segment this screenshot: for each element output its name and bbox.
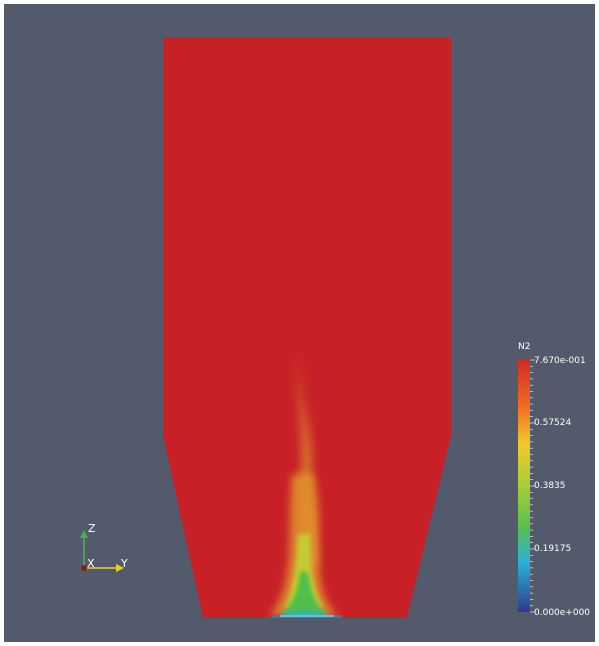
y-axis-label: Y <box>120 557 128 570</box>
orientation-axes[interactable]: Z X Y <box>80 522 128 572</box>
render-viewport[interactable]: N2 7.670e-001 0.57524 0.3835 0.19175 0.0… <box>4 4 595 642</box>
legend-label-4: 0.19175 <box>534 544 571 554</box>
legend-ticks <box>530 359 535 613</box>
render-scene: N2 7.670e-001 0.57524 0.3835 0.19175 0.0… <box>4 4 595 642</box>
legend-label-3: 0.3835 <box>534 481 566 491</box>
vessel-body <box>163 38 451 618</box>
plume-core <box>284 534 324 609</box>
nozzle-inlet-highlight <box>280 615 334 617</box>
z-axis-arrow-icon <box>80 530 88 538</box>
plume-base <box>282 572 326 614</box>
x-axis-dot-icon <box>81 565 87 571</box>
vessel-domain[interactable] <box>163 38 451 619</box>
legend-label-2: 0.57524 <box>534 418 571 428</box>
y-axis-arrow-icon <box>116 564 124 572</box>
z-axis-label: Z <box>88 522 96 535</box>
legend-colorbar <box>518 360 530 612</box>
x-axis-label: X <box>87 557 95 570</box>
color-legend[interactable]: N2 7.670e-001 0.57524 0.3835 0.19175 0.0… <box>518 342 590 618</box>
legend-label-min: 0.000e+000 <box>534 608 590 618</box>
legend-title: N2 <box>518 342 530 352</box>
legend-label-max: 7.670e-001 <box>534 356 586 366</box>
